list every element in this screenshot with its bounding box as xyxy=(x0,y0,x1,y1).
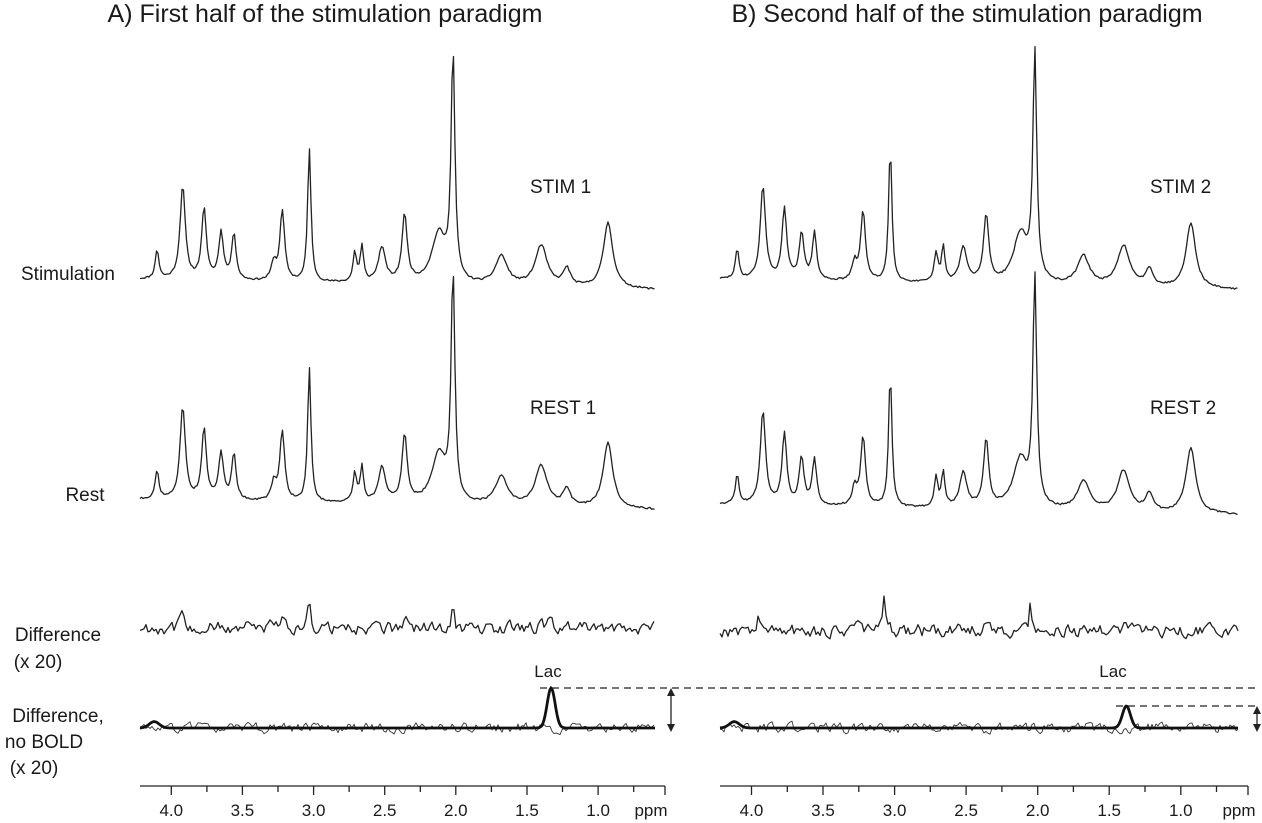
panel-a-stimulation-spectrum xyxy=(139,55,655,290)
panel-a-nobold-fit xyxy=(139,685,655,730)
panel-b-stimulation-spectrum xyxy=(719,46,1238,290)
row-label-nobold-line3: (x 20) xyxy=(10,758,59,779)
lactate-amplitude-guides xyxy=(540,687,1261,732)
panel-a-rest-spectrum xyxy=(139,275,655,510)
panel-b-x-unit: ppm xyxy=(1222,801,1255,820)
row-label-rest: Rest xyxy=(65,485,105,506)
x-tick-label: 3.0 xyxy=(302,801,326,820)
panel-b-x-ticks: 4.0 3.5 3.0 2.5 2.0 1.5 1.0 xyxy=(740,786,1249,820)
arrowhead xyxy=(667,688,675,696)
x-tick-label: 4.0 xyxy=(740,801,764,820)
row-label-nobold-line1: Difference, xyxy=(12,706,104,727)
row-label-difference-line1: Difference xyxy=(15,625,101,646)
panel-a-difference-spectrum xyxy=(139,603,655,636)
x-tick-label: 2.0 xyxy=(1026,801,1050,820)
panel-b-title: B) Second half of the stimulation paradi… xyxy=(731,0,1202,28)
lac-amplitude-arrow-b xyxy=(1253,706,1261,732)
panel-a: A) First half of the stimulation paradig… xyxy=(108,0,668,820)
panel-b-nobold-fit xyxy=(719,704,1238,730)
x-tick-label: 1.0 xyxy=(1169,801,1193,820)
arrowhead xyxy=(667,724,675,732)
row-label-stimulation: Stimulation xyxy=(21,264,115,285)
panel-b-rest-spectrum xyxy=(719,271,1238,516)
panel-a-stim-label: STIM 1 xyxy=(530,177,591,198)
x-tick-label: 1.0 xyxy=(586,801,610,820)
arrowhead xyxy=(1253,724,1261,732)
arrowhead xyxy=(1253,706,1261,714)
panel-a-title: A) First half of the stimulation paradig… xyxy=(108,0,543,28)
x-tick-label: 3.0 xyxy=(883,801,907,820)
x-tick-label: 3.5 xyxy=(231,801,255,820)
x-tick-label: 2.5 xyxy=(373,801,397,820)
lac-amplitude-arrow-a xyxy=(667,688,675,732)
x-tick-label: 2.0 xyxy=(444,801,468,820)
x-tick-label: 3.5 xyxy=(811,801,835,820)
row-label-difference-line2: (x 20) xyxy=(14,652,63,673)
row-label-nobold-line2: no BOLD xyxy=(5,732,83,753)
panel-b-rest-label: REST 2 xyxy=(1150,398,1216,419)
panel-a-x-ticks: 4.0 3.5 3.0 2.5 2.0 1.5 1.0 xyxy=(159,786,666,820)
panel-b-lac-label: Lac xyxy=(1099,662,1127,681)
panel-b-difference-spectrum xyxy=(719,595,1239,640)
panel-a-rest-label: REST 1 xyxy=(530,398,596,419)
panel-a-x-unit: ppm xyxy=(634,801,667,820)
x-tick-label: 1.5 xyxy=(1097,801,1121,820)
x-tick-label: 2.5 xyxy=(954,801,978,820)
panel-a-lac-label: Lac xyxy=(534,662,562,681)
panel-b: B) Second half of the stimulation paradi… xyxy=(719,0,1256,820)
panel-b-stim-label: STIM 2 xyxy=(1150,177,1211,198)
x-tick-label: 1.5 xyxy=(515,801,539,820)
x-tick-label: 4.0 xyxy=(159,801,183,820)
